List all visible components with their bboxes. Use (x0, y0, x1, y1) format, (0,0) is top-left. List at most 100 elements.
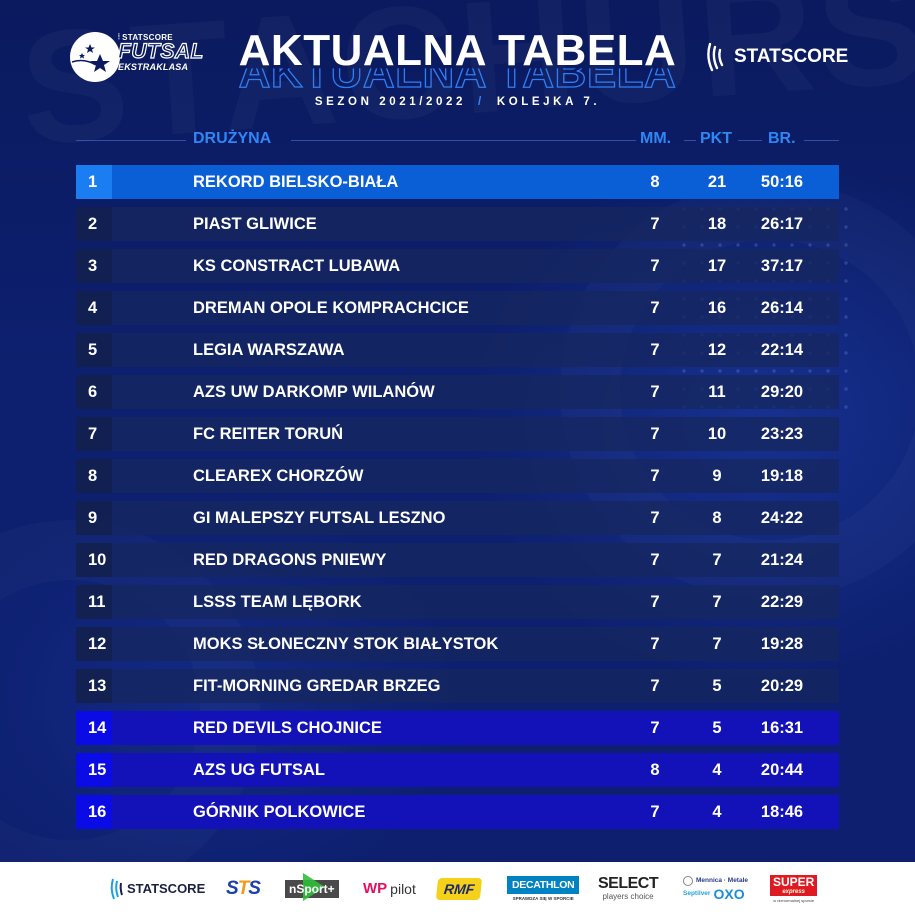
row-position: 2 (76, 207, 112, 241)
row-team: CLEAREX CHORZÓW (193, 466, 364, 485)
row-position: 4 (76, 291, 112, 325)
row-points: 21 (707, 172, 727, 191)
row-goals: 37:17 (760, 256, 804, 275)
sponsor-wp-pilot: WP pilot (363, 880, 416, 897)
row-goals: 29:20 (760, 382, 804, 401)
row-points: 18 (707, 214, 727, 233)
row-matches: 7 (650, 214, 660, 233)
sponsor-super-express: SUPER express w nienormalnej sporcie (770, 862, 818, 915)
row-matches: 7 (650, 382, 660, 401)
row-points: 5 (712, 718, 722, 737)
row-matches: 8 (650, 172, 660, 191)
league-name: FUTSAL (117, 40, 204, 63)
row-team: AZS UW DARKOMP WILANÓW (193, 382, 435, 401)
row-points: 8 (712, 508, 722, 527)
row-goals: 19:28 (760, 634, 804, 653)
sponsor-rmf: RMF (435, 862, 483, 915)
row-team: LSSS TEAM LĘBORK (193, 592, 362, 611)
table-row: 9 GI MALEPSZY FUTSAL LESZNO 7 8 24:22 (76, 501, 839, 535)
table-row: 14 RED DEVILS CHOJNICE 7 5 16:31 (76, 711, 839, 745)
row-goals: 24:22 (760, 508, 804, 527)
row-goals: 26:17 (760, 214, 804, 233)
row-goals: 16:31 (760, 718, 804, 737)
header-rule (804, 140, 839, 141)
row-points: 5 (712, 676, 722, 695)
row-position: 5 (76, 333, 112, 367)
sponsor-decathlon: DECATHLON SPRAWDZA SIĘ W SPORCIE (507, 862, 580, 915)
table-row: 10 RED DRAGONS PNIEWY 7 7 21:24 (76, 543, 839, 577)
title-block: AKTUALNA TABELA AKTUALNA TABELA (0, 28, 915, 97)
header-rule (291, 140, 636, 141)
row-goals: 18:46 (760, 802, 804, 821)
row-team: RED DEVILS CHOJNICE (193, 718, 382, 737)
row-position: 8 (76, 459, 112, 493)
row-points: 4 (712, 802, 722, 821)
page-title-echo: AKTUALNA TABELA (238, 48, 677, 97)
row-points: 10 (707, 424, 727, 443)
header-rule (76, 140, 186, 141)
statscore-waves-icon (707, 42, 724, 72)
row-points: 17 (707, 256, 727, 275)
row-matches: 7 (650, 298, 660, 317)
column-points: PKT (700, 130, 732, 147)
table-row: 5 LEGIA WARSZAWA 7 12 22:14 (76, 333, 839, 367)
row-points: 11 (708, 382, 726, 401)
statscore-mark-icon: ⦙ (118, 32, 121, 41)
row-goals: 20:44 (760, 760, 804, 779)
row-team: LEGIA WARSZAWA (193, 340, 345, 359)
row-position: 15 (76, 753, 112, 787)
sponsor-mennica-oxo: Mennica · Metale Septilver OXO (683, 875, 749, 902)
row-goals: 19:18 (760, 466, 804, 485)
stars-ball-icon (70, 32, 120, 82)
row-matches: 7 (650, 340, 660, 359)
row-matches: 7 (650, 718, 660, 737)
row-matches: 7 (650, 508, 660, 527)
table-row: 1 REKORD BIELSKO-BIAŁA 8 21 50:16 (76, 165, 839, 199)
season-label: SEZON 2021/2022 (314, 96, 467, 108)
round-label: KOLEJKA 7. (496, 96, 601, 108)
row-position: 10 (76, 543, 112, 577)
row-team: PIAST GLIWICE (193, 214, 317, 233)
row-position: 9 (76, 501, 112, 535)
table-row: 12 MOKS SŁONECZNY STOK BIAŁYSTOK 7 7 19:28 (76, 627, 839, 661)
statscore-logo: STATSCORE (706, 40, 848, 74)
sponsor-nsport: nSport+ (285, 862, 339, 915)
table-header: DRUŻYNA MM. PKT BR. (76, 128, 839, 152)
row-goals: 50:16 (760, 172, 804, 191)
row-team: GI MALEPSZY FUTSAL LESZNO (193, 508, 446, 527)
column-team: DRUŻYNA (193, 130, 272, 147)
row-team: FIT-MORNING GREDAR BRZEG (193, 676, 441, 695)
row-points: 7 (712, 634, 722, 653)
row-team: GÓRNIK POLKOWICE (193, 802, 366, 821)
row-position: 6 (76, 375, 112, 409)
row-team: DREMAN OPOLE KOMPRACHCICE (193, 298, 469, 317)
league-logo: ⦙ STATSCORE FUTSAL EKSTRAKLASA (70, 30, 204, 84)
row-team: KS CONSTRACT LUBAWA (193, 256, 401, 275)
row-goals: 20:29 (760, 676, 804, 695)
row-matches: 7 (650, 424, 660, 443)
table-row: 3 KS CONSTRACT LUBAWA 7 17 37:17 (76, 249, 839, 283)
row-team: FC REITER TORUŃ (193, 424, 344, 443)
row-matches: 7 (650, 592, 660, 611)
table-row: 13 FIT-MORNING GREDAR BRZEG 7 5 20:29 (76, 669, 839, 703)
row-matches: 8 (650, 760, 660, 779)
row-points: 4 (712, 760, 722, 779)
row-matches: 7 (650, 256, 660, 275)
row-team: MOKS SŁONECZNY STOK BIAŁYSTOK (193, 634, 499, 653)
table-row: 11 LSSS TEAM LĘBORK 7 7 22:29 (76, 585, 839, 619)
row-matches: 7 (650, 676, 660, 695)
table-row: 8 CLEAREX CHORZÓW 7 9 19:18 (76, 459, 839, 493)
row-points: 7 (712, 550, 722, 569)
row-position: 11 (76, 585, 112, 619)
standings-table: 1 REKORD BIELSKO-BIAŁA 8 21 50:16 2 PIAST GLI… (76, 165, 839, 837)
standings-graphic: STACHURSKI ⦙ STATSCORE FUTSAL EKSTRAKLAS… (0, 0, 915, 862)
row-team: REKORD BIELSKO-BIAŁA (193, 172, 399, 191)
sponsor-select: SELECT players choice (598, 875, 659, 902)
row-position: 16 (76, 795, 112, 829)
row-position: 12 (76, 627, 112, 661)
row-goals: 22:14 (760, 340, 804, 359)
row-matches: 7 (650, 466, 660, 485)
season-round: SEZON 2021/2022 / KOLEJKA 7. (0, 96, 915, 108)
